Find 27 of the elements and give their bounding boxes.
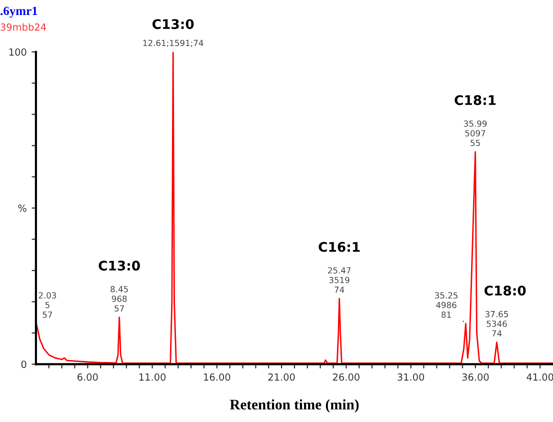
text: C13:0 (152, 19, 194, 30)
annotation: 35.99 5097 55 (464, 120, 487, 146)
annotation: 8.45 968 57 (110, 286, 128, 312)
annotation: C13:0 (98, 260, 140, 271)
annotation: 35.25 4986 81 (435, 292, 458, 318)
annotation: C16:1 (318, 242, 360, 252)
text: .6ymr1 (0, 6, 38, 18)
x-tick-label: 26.00 (332, 373, 360, 381)
annotation: 25.47 3519 74 (328, 267, 351, 293)
x-tick-label: 21.00 (268, 373, 295, 381)
annotation: 12.61;1591;74 (143, 40, 204, 47)
x-tick-label: 16.00 (204, 373, 230, 381)
annotation: 37.65 5346 74 (485, 310, 508, 336)
x-tick-label: 36.00 (462, 373, 489, 381)
x-tick-label: 41.00 (526, 373, 553, 381)
y-tick-label: % (18, 204, 26, 212)
annotation: 2.03 5 57 (38, 292, 56, 318)
x-axis-title: Retention time (min) (230, 399, 359, 413)
text: 39mbb24 (0, 23, 46, 31)
x-tick-label: 11.00 (139, 373, 166, 381)
line-series (36, 52, 553, 364)
y-tick-label: 0 (21, 360, 26, 368)
annotation: C18:0 (484, 286, 526, 296)
x-tick-label: 6.00 (78, 373, 98, 381)
y-tick-label: 100 (9, 48, 26, 56)
annotation: C18:1 (454, 95, 496, 106)
x-tick-label: 31.00 (398, 373, 424, 381)
